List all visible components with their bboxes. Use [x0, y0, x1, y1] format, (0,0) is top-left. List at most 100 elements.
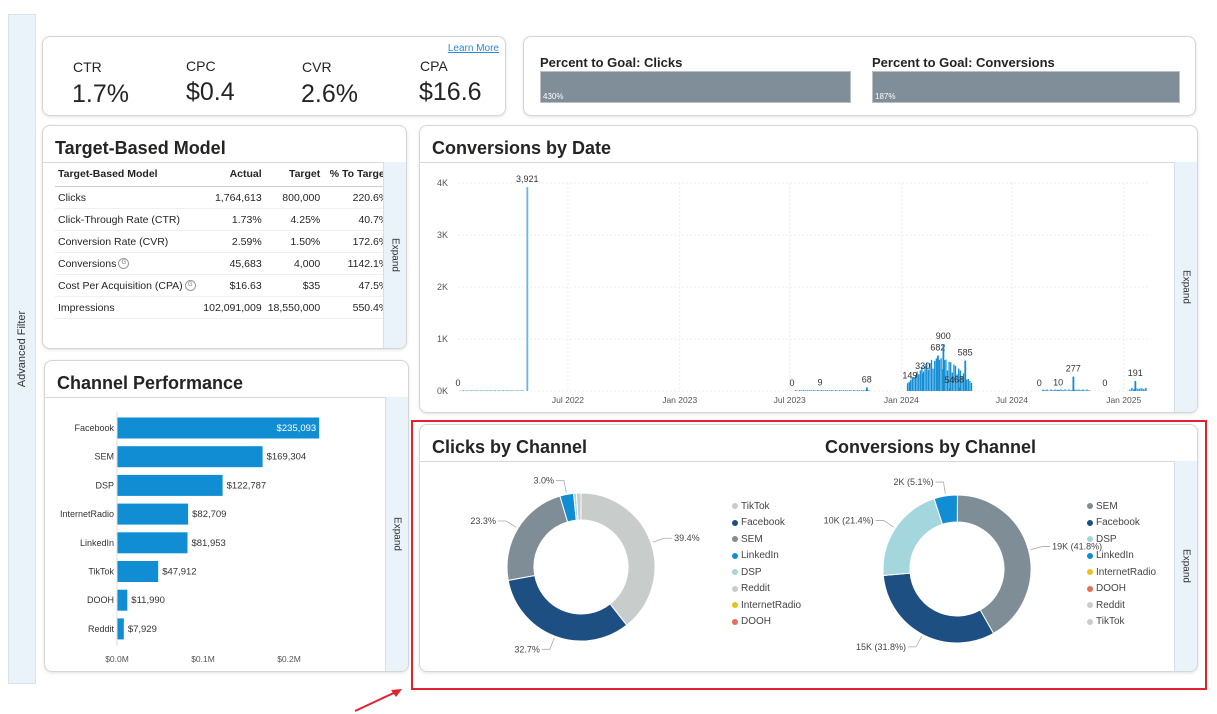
date-bar[interactable] [1080, 390, 1082, 391]
date-bar[interactable] [1042, 389, 1044, 391]
date-bar[interactable] [950, 362, 952, 391]
date-bar[interactable] [1070, 390, 1072, 391]
date-bar[interactable] [1133, 389, 1135, 391]
date-bar[interactable] [1066, 390, 1068, 391]
date-bar[interactable] [1072, 376, 1075, 391]
date-bar[interactable] [526, 187, 529, 391]
date-bar[interactable] [909, 383, 911, 391]
date-bar[interactable] [829, 390, 831, 391]
date-bar[interactable] [795, 390, 797, 391]
date-bar[interactable] [865, 387, 868, 391]
date-bar[interactable] [466, 390, 468, 391]
bar[interactable] [117, 503, 189, 525]
legend-item[interactable]: TikTok [732, 498, 801, 515]
date-bar[interactable] [1060, 389, 1062, 391]
info-icon[interactable]: G [184, 280, 196, 292]
date-bar[interactable] [966, 379, 968, 391]
date-bar[interactable] [953, 364, 955, 391]
bar[interactable] [117, 561, 159, 582]
bar[interactable] [117, 618, 124, 640]
date-bar[interactable] [508, 390, 510, 391]
date-bar[interactable] [1137, 388, 1139, 391]
table-row[interactable]: Cost Per Acquisition (CPA) G $16.63 $35 47.5… [55, 274, 392, 297]
date-bar[interactable] [821, 390, 823, 391]
target-model-expand-button[interactable]: Expand [383, 162, 406, 348]
date-bar[interactable] [967, 378, 969, 391]
date-bar[interactable] [919, 370, 921, 391]
date-bar[interactable] [938, 359, 941, 391]
date-bar[interactable] [1057, 390, 1060, 391]
date-bar[interactable] [1078, 389, 1080, 391]
date-bar[interactable] [937, 355, 939, 391]
date-bar[interactable] [1082, 389, 1084, 391]
date-bar[interactable] [958, 368, 960, 391]
date-bar[interactable] [1074, 389, 1076, 391]
legend-item[interactable]: Reddit [1087, 597, 1156, 614]
date-bar[interactable] [970, 382, 973, 391]
date-bar[interactable] [803, 390, 805, 391]
date-bar[interactable] [807, 390, 809, 391]
donut-slice[interactable] [580, 492, 656, 626]
date-bar[interactable] [799, 390, 801, 391]
date-bar[interactable] [809, 390, 811, 391]
legend-item[interactable]: SEM [1087, 498, 1156, 515]
date-bar[interactable] [1064, 389, 1066, 391]
date-bar[interactable] [861, 390, 863, 391]
bar[interactable] [117, 474, 223, 496]
legend-item[interactable]: DOOH [732, 614, 801, 631]
date-bar[interactable] [926, 362, 928, 391]
date-bar[interactable] [948, 361, 950, 391]
date-bar[interactable] [1052, 390, 1054, 391]
date-bar[interactable] [1048, 390, 1050, 391]
date-bar[interactable] [956, 374, 958, 391]
legend-item[interactable]: SEM [732, 531, 801, 548]
date-bar[interactable] [476, 390, 478, 391]
date-bar[interactable] [488, 390, 490, 391]
date-bar[interactable] [867, 390, 869, 391]
date-bar[interactable] [964, 360, 967, 391]
date-bar[interactable] [484, 390, 486, 391]
date-bar[interactable] [911, 377, 913, 391]
date-bar[interactable] [913, 377, 915, 391]
date-bar[interactable] [1056, 389, 1058, 391]
date-bar[interactable] [945, 359, 947, 391]
date-bar[interactable] [813, 390, 815, 391]
date-bar[interactable] [1134, 381, 1137, 391]
date-bar[interactable] [490, 390, 492, 391]
conversions-by-date-expand-button[interactable]: Expand [1174, 162, 1197, 412]
date-bar[interactable] [942, 344, 945, 391]
date-bar[interactable] [853, 390, 855, 391]
legend-item[interactable]: DSP [1087, 531, 1156, 548]
date-bar[interactable] [932, 368, 934, 391]
date-bar[interactable] [1143, 388, 1145, 391]
date-bar[interactable] [494, 390, 496, 391]
date-bar[interactable] [1054, 389, 1056, 391]
date-bar[interactable] [498, 390, 500, 391]
legend-item[interactable]: LinkedIn [732, 548, 801, 565]
date-bar[interactable] [843, 390, 845, 391]
date-bar[interactable] [934, 360, 936, 391]
donut-slice[interactable] [507, 574, 628, 642]
date-bar[interactable] [835, 390, 837, 391]
date-bar[interactable] [845, 390, 847, 391]
donut-slice[interactable] [575, 492, 582, 521]
legend-item[interactable]: DOOH [1087, 581, 1156, 598]
date-bar[interactable] [943, 360, 945, 391]
date-bar[interactable] [506, 390, 508, 391]
date-bar[interactable] [470, 390, 472, 391]
donut-slice[interactable] [933, 494, 958, 525]
date-bar[interactable] [1076, 389, 1078, 391]
date-bar[interactable] [1139, 388, 1141, 391]
date-bar[interactable] [916, 371, 918, 391]
date-bar[interactable] [921, 373, 924, 391]
date-bar[interactable] [839, 390, 841, 391]
date-bar[interactable] [946, 370, 949, 391]
learn-more-link[interactable]: Learn More [447, 43, 499, 54]
bar[interactable] [117, 532, 188, 554]
date-bar[interactable] [958, 387, 961, 391]
date-bar[interactable] [1084, 390, 1086, 391]
channel-donuts-expand-button[interactable]: Expand [1174, 461, 1197, 671]
date-bar[interactable] [924, 366, 926, 391]
date-bar[interactable] [1131, 387, 1133, 391]
date-bar[interactable] [811, 390, 813, 391]
